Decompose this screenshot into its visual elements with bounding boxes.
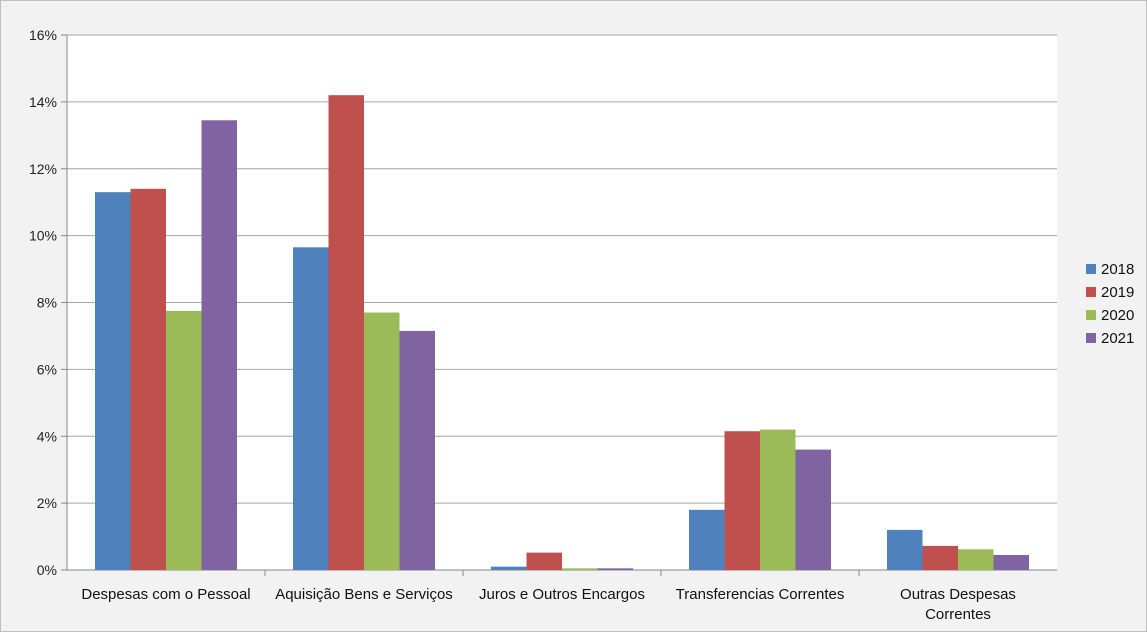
- bar-2019: [922, 545, 958, 570]
- bars: [95, 95, 1029, 570]
- bar-2019: [328, 95, 364, 570]
- x-category-label: Outras Despesas: [900, 586, 1016, 603]
- legend-swatch-2019: [1086, 287, 1096, 297]
- legend-label-2021: 2021: [1101, 330, 1134, 347]
- bar-2020: [364, 312, 400, 570]
- bar-2021: [597, 568, 633, 570]
- y-tick-label: 4%: [37, 428, 57, 444]
- y-tick-label: 2%: [37, 495, 57, 511]
- y-tick-label: 6%: [37, 361, 57, 377]
- bar-2018: [491, 566, 527, 570]
- bar-2020: [958, 549, 994, 570]
- bar-2020: [760, 429, 796, 570]
- x-category-label: Transferencias Correntes: [676, 586, 845, 603]
- y-tick-label: 16%: [29, 27, 57, 43]
- y-tick-label: 12%: [29, 161, 57, 177]
- bar-2020: [562, 568, 598, 570]
- legend-label-2019: 2019: [1101, 284, 1134, 301]
- bar-2018: [887, 529, 923, 570]
- y-tick-label: 8%: [37, 295, 57, 311]
- bar-2019: [724, 431, 760, 570]
- bar-2021: [795, 449, 831, 570]
- x-category-label: Juros e Outros Encargos: [479, 586, 645, 603]
- x-category-label: Aquisição Bens e Serviços: [275, 586, 453, 603]
- bar-2018: [95, 192, 131, 570]
- bar-2021: [399, 330, 435, 570]
- bar-2021: [201, 120, 237, 570]
- legend-swatch-2020: [1086, 310, 1096, 320]
- legend-swatch-2021: [1086, 333, 1096, 343]
- bar-2020: [166, 310, 202, 570]
- bar-2019: [130, 188, 166, 570]
- legend: 2018 2019 2020 2021: [1086, 261, 1134, 347]
- legend-label-2018: 2018: [1101, 261, 1134, 278]
- bar-2021: [993, 554, 1029, 570]
- legend-label-2020: 2020: [1101, 307, 1134, 324]
- x-category-label: Correntes: [925, 606, 991, 623]
- bar-2018: [689, 509, 725, 570]
- y-tick-label: 10%: [29, 228, 57, 244]
- bar-2018: [293, 247, 329, 570]
- y-tick-label: 14%: [29, 94, 57, 110]
- bar-2019: [526, 552, 562, 570]
- y-tick-label: 0%: [37, 562, 57, 578]
- legend-swatch-2018: [1086, 264, 1096, 274]
- category-labels: Despesas com o Pessoal Aquisição Bens e S…: [81, 586, 1016, 623]
- x-category-label: Despesas com o Pessoal: [81, 586, 250, 603]
